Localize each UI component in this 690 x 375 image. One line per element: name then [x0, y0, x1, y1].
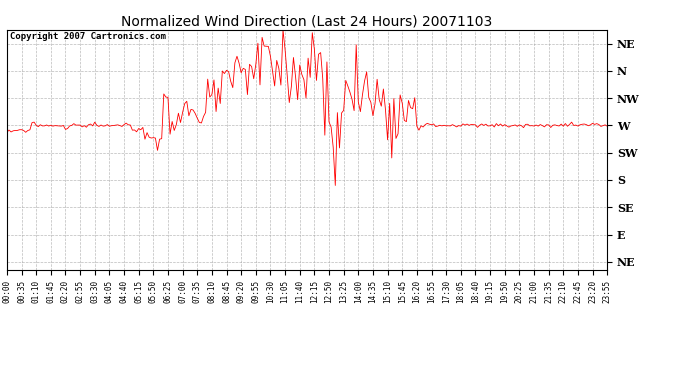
Title: Normalized Wind Direction (Last 24 Hours) 20071103: Normalized Wind Direction (Last 24 Hours…	[121, 15, 493, 29]
Text: Copyright 2007 Cartronics.com: Copyright 2007 Cartronics.com	[10, 32, 166, 41]
